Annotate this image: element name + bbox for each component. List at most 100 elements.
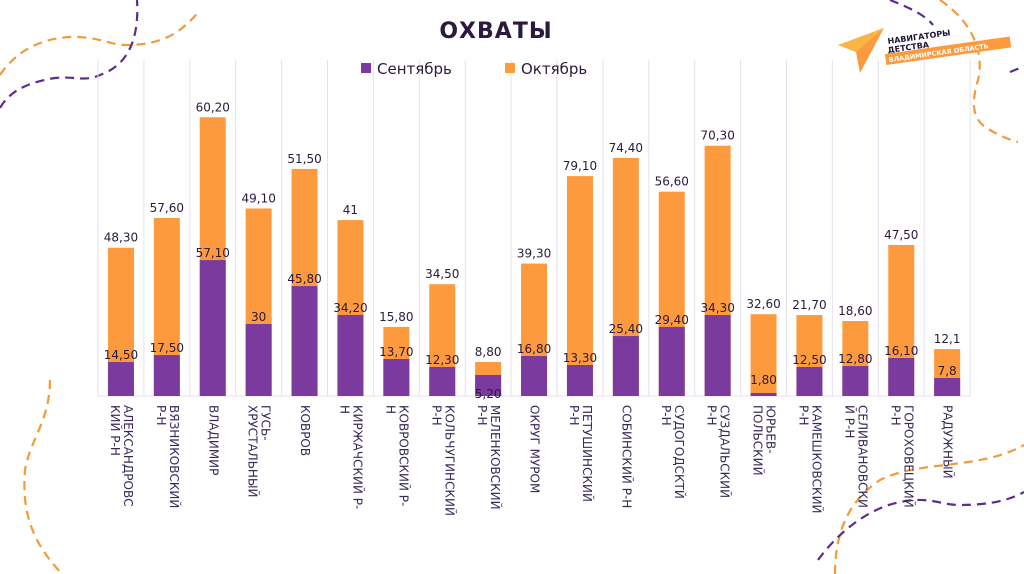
data-label-september: 14,50 bbox=[104, 348, 138, 362]
data-label-october: 57,60 bbox=[150, 201, 184, 215]
data-label-september: 34,20 bbox=[333, 301, 367, 315]
data-label-september: 12,50 bbox=[792, 353, 826, 367]
data-label-october: 56,60 bbox=[655, 175, 689, 189]
data-labels: 48,30 14,50 57,60 17,50 60,20 57,10 49,10 30 51,… bbox=[104, 100, 961, 401]
bar-september bbox=[107, 362, 134, 396]
data-label-october: 49,10 bbox=[241, 191, 275, 205]
category-label: ЮРЬЕВ-ПОЛЬСКИЙ bbox=[751, 405, 778, 476]
data-label-october: 70,30 bbox=[700, 129, 734, 143]
category-label-line: КОЛЬЧУГИНСКИЙ bbox=[442, 405, 457, 516]
category-label-line: СЕЛИВАНОВСКИ bbox=[855, 405, 869, 508]
data-label-september: 13,30 bbox=[563, 351, 597, 365]
category-label-line: КИЙ Р-Н bbox=[108, 405, 123, 456]
deco-curve-orange-top-left bbox=[0, 9, 201, 76]
bar-september bbox=[383, 359, 410, 396]
category-label-line: АЛЕКСАНДРОВС bbox=[121, 405, 135, 507]
category-label-line: Р-Н bbox=[796, 405, 810, 426]
bar-september bbox=[796, 367, 823, 396]
category-label: СОБИНСКИЙ Р-Н bbox=[619, 405, 634, 508]
bar-september bbox=[704, 315, 731, 396]
data-label-september: 12,30 bbox=[425, 353, 459, 367]
category-label-line: Р-Н bbox=[888, 405, 902, 426]
category-label-line: КОВРОВ bbox=[298, 405, 312, 456]
category-label-line: Й Р-Н bbox=[842, 405, 857, 438]
data-label-september: 34,30 bbox=[700, 301, 734, 315]
grid-lines bbox=[97, 60, 971, 397]
category-label: ОКРУГ МУРОМ bbox=[528, 405, 542, 493]
data-label-september: 16,10 bbox=[884, 344, 918, 358]
category-label-line: ПЕТУШИНСКИЙ bbox=[580, 405, 595, 502]
category-label-line: ХРУСТАЛЬНЫЙ bbox=[246, 405, 261, 498]
data-label-october: 60,20 bbox=[196, 100, 230, 114]
bar-september bbox=[521, 356, 548, 396]
category-label-line: Р-Н bbox=[567, 405, 581, 426]
data-label-october: 79,10 bbox=[563, 159, 597, 173]
bar-october bbox=[750, 314, 777, 396]
category-label-line: ЮРЬЕВ- bbox=[764, 405, 778, 454]
data-label-october: 47,50 bbox=[884, 228, 918, 242]
bar-september bbox=[199, 260, 226, 396]
category-label-line: СУЗДАЛЬСКИЙ bbox=[718, 405, 733, 498]
data-label-october: 18,60 bbox=[838, 304, 872, 318]
data-label-october: 32,60 bbox=[746, 297, 780, 311]
data-label-october: 21,70 bbox=[792, 298, 826, 312]
category-label: ВЛАДИМИР bbox=[206, 405, 220, 475]
data-label-september: 45,80 bbox=[287, 272, 321, 286]
data-label-september: 7,8 bbox=[938, 364, 957, 378]
data-label-september: 16,80 bbox=[517, 342, 551, 356]
deco-curve-orange-left bbox=[23, 379, 63, 574]
data-label-october: 39,30 bbox=[517, 247, 551, 261]
bar-september bbox=[291, 286, 318, 396]
chart-title: ОХВАТЫ bbox=[439, 19, 552, 44]
legend-swatch-september bbox=[361, 63, 371, 73]
bar-september bbox=[153, 355, 180, 396]
legend-swatch-october bbox=[505, 63, 515, 73]
category-label: ГУСЬ-ХРУСТАЛЬНЫЙ bbox=[246, 405, 273, 498]
data-label-october: 12,1 bbox=[934, 332, 961, 346]
category-label: РАДУЖНЫЙ bbox=[941, 405, 956, 479]
bar-september bbox=[429, 366, 456, 396]
category-label-line: ВЯЗНИКОВСКИЙ bbox=[167, 405, 182, 508]
category-label-line: ВЛАДИМИР bbox=[206, 405, 220, 475]
category-label-line: СУДОГОДСКТЙ bbox=[672, 405, 687, 499]
deco-curve-purple-bottom-right bbox=[817, 491, 1024, 561]
category-label-line: Р-Н bbox=[705, 405, 719, 426]
deco-curve-purple-top-left bbox=[0, 0, 139, 109]
bar-september bbox=[842, 366, 869, 396]
bar-october bbox=[566, 176, 593, 396]
bar-september bbox=[750, 392, 777, 396]
deco-curve-purple-top-right-b bbox=[1009, 65, 1024, 74]
category-label-line: КОВРОВСКИЙ Р- bbox=[396, 405, 411, 506]
data-label-september: 5,20 bbox=[475, 387, 502, 401]
deco-curve-orange-bottom-right bbox=[833, 444, 1024, 574]
category-label-line: ГУСЬ- bbox=[259, 405, 273, 441]
bars bbox=[107, 117, 961, 397]
bar-september bbox=[612, 336, 639, 396]
data-label-october: 15,80 bbox=[379, 310, 413, 324]
category-label-line: Р-Н bbox=[154, 405, 168, 426]
category-label: КОВРОВ bbox=[298, 405, 312, 456]
bar-september bbox=[245, 324, 272, 396]
category-label-line: КАМЕШКОВСКИЙ bbox=[809, 405, 824, 514]
bar-september bbox=[934, 377, 961, 396]
data-label-september: 25,40 bbox=[609, 322, 643, 336]
data-label-october: 74,40 bbox=[609, 141, 643, 155]
legend-label-october: Октябрь bbox=[521, 60, 587, 78]
category-label-line: ГОРОХОВЕЦКИЙ bbox=[901, 405, 916, 508]
bar-september bbox=[475, 374, 502, 396]
category-label-line: СОБИНСКИЙ Р-Н bbox=[619, 405, 634, 508]
legend-label-september: Сентябрь bbox=[377, 60, 452, 78]
category-label-line: Н bbox=[383, 405, 397, 414]
paper-plane-fold bbox=[838, 28, 884, 52]
deco-curve-orange-top-right bbox=[939, 0, 1019, 144]
bar-september bbox=[337, 314, 364, 396]
data-label-october: 34,50 bbox=[425, 267, 459, 281]
